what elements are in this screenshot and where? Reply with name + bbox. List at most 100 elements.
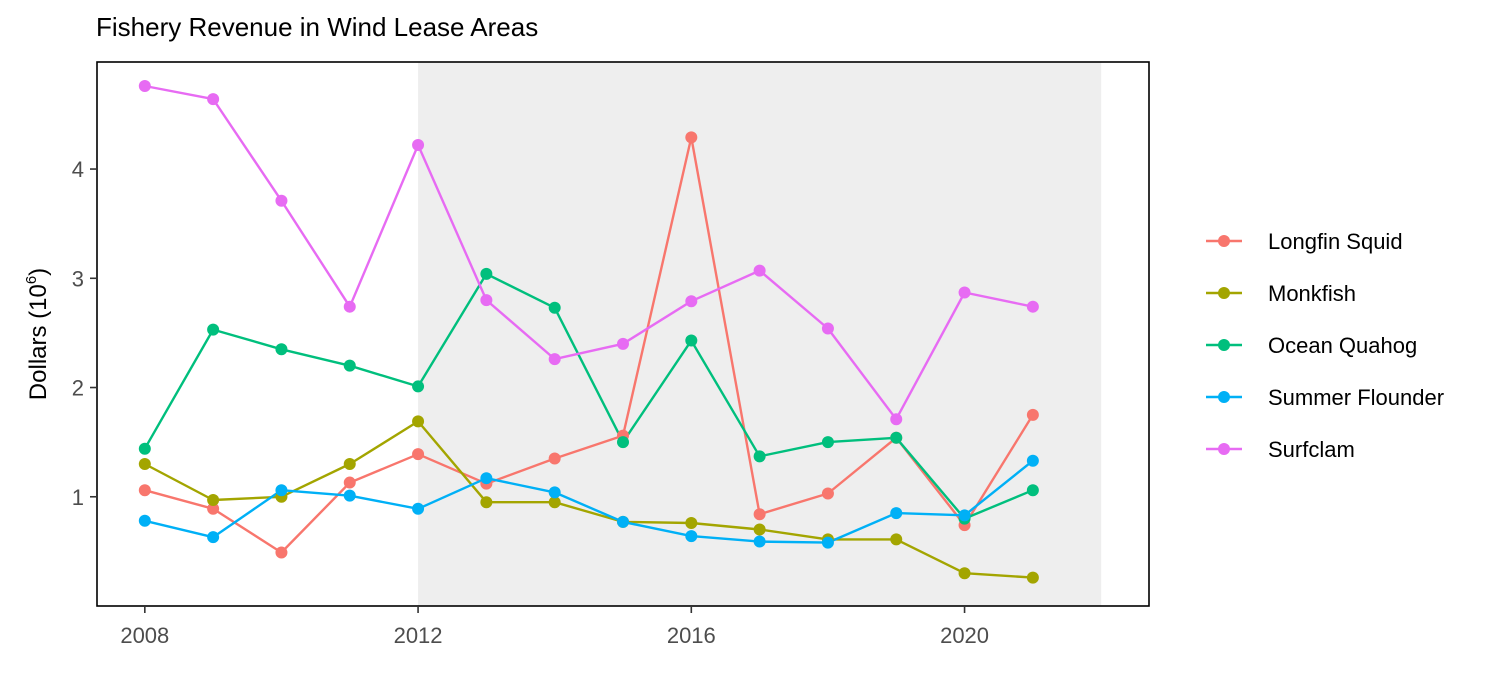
data-point-summer-flounder	[685, 530, 698, 543]
data-point-longfin-squid	[753, 508, 766, 521]
y-axis-title-close: )	[25, 268, 52, 276]
series-line-summer-flounder	[144, 459, 1034, 544]
data-point-ocean-quahog	[753, 450, 766, 463]
data-point-summer-flounder	[958, 509, 971, 522]
data-point-surfclam	[207, 93, 220, 106]
y-axis-title-superscript: 6	[23, 276, 40, 284]
data-point-summer-flounder	[480, 472, 493, 485]
data-point-ocean-quahog	[138, 442, 151, 455]
data-point-summer-flounder	[207, 531, 220, 544]
legend: Longfin Squid Monkfish Ocean Quahog Summer …	[1206, 229, 1444, 462]
data-point-monkfish	[753, 523, 766, 536]
data-point-surfclam	[480, 294, 493, 307]
data-point-surfclam	[821, 322, 834, 335]
data-point-ocean-quahog	[685, 334, 698, 347]
data-point-ocean-quahog	[548, 301, 561, 314]
y-tick-label: 2	[72, 376, 84, 401]
legend-key-point	[1218, 235, 1230, 247]
data-point-longfin-squid	[1026, 408, 1039, 421]
data-point-surfclam	[1026, 300, 1039, 313]
data-point-ocean-quahog	[1026, 484, 1039, 497]
x-tick-label: 2016	[667, 623, 716, 648]
data-point-summer-flounder	[275, 484, 288, 497]
data-point-summer-flounder	[1026, 454, 1039, 467]
series-points	[138, 80, 1039, 584]
data-point-longfin-squid	[138, 484, 151, 497]
legend-item-summer-flounder: Summer Flounder	[1206, 385, 1444, 410]
legend-label: Longfin Squid	[1268, 229, 1403, 254]
data-point-monkfish	[548, 496, 561, 509]
x-tick-label: 2008	[120, 623, 169, 648]
data-point-longfin-squid	[275, 546, 288, 559]
data-point-monkfish	[1026, 571, 1039, 584]
data-point-summer-flounder	[412, 502, 425, 515]
data-point-summer-flounder	[890, 507, 903, 520]
data-point-monkfish	[207, 494, 220, 507]
legend-label: Ocean Quahog	[1268, 333, 1417, 358]
data-point-monkfish	[958, 567, 971, 580]
y-tick-label: 3	[72, 266, 84, 291]
x-tick-label: 2020	[940, 623, 989, 648]
legend-key-point	[1218, 287, 1230, 299]
data-point-surfclam	[958, 286, 971, 299]
legend-item-longfin-squid: Longfin Squid	[1206, 229, 1403, 254]
data-point-surfclam	[753, 264, 766, 277]
data-point-longfin-squid	[548, 452, 561, 465]
plot-panel-border	[96, 61, 1150, 607]
data-point-summer-flounder	[343, 489, 356, 502]
data-point-ocean-quahog	[343, 359, 356, 372]
data-point-longfin-squid	[821, 487, 834, 500]
legend-item-surfclam: Surfclam	[1206, 437, 1355, 462]
data-point-longfin-squid	[343, 476, 356, 489]
chart-title: Fishery Revenue in Wind Lease Areas	[96, 12, 538, 42]
data-point-summer-flounder	[548, 486, 561, 499]
data-point-ocean-quahog	[207, 323, 220, 336]
data-point-ocean-quahog	[412, 380, 425, 393]
y-tick-label: 4	[72, 157, 84, 182]
data-point-surfclam	[138, 80, 151, 93]
data-point-ocean-quahog	[617, 436, 629, 449]
legend-key-point	[1218, 443, 1230, 455]
data-point-monkfish	[480, 496, 493, 509]
data-point-surfclam	[617, 337, 629, 350]
series-line-ocean-quahog	[143, 272, 1034, 520]
legend-key-point	[1218, 339, 1230, 351]
data-point-summer-flounder	[138, 514, 151, 527]
x-axis: 2008 2012 2016 2020	[120, 606, 989, 648]
data-point-monkfish	[343, 457, 356, 470]
y-axis-title-text: Dollars (10	[25, 284, 52, 400]
data-point-monkfish	[890, 533, 903, 546]
data-point-longfin-squid	[207, 502, 220, 515]
series-lines	[143, 84, 1034, 579]
legend-label: Summer Flounder	[1268, 385, 1444, 410]
plot-area	[96, 61, 1150, 607]
data-point-ocean-quahog	[480, 267, 493, 280]
data-point-surfclam	[275, 194, 288, 207]
y-axis-title: Dollars (106)	[23, 268, 52, 400]
data-point-longfin-squid	[685, 131, 698, 144]
data-point-ocean-quahog	[821, 436, 834, 449]
data-point-summer-flounder	[753, 535, 766, 548]
data-point-monkfish	[685, 516, 698, 529]
data-point-surfclam	[890, 413, 903, 426]
legend-label: Monkfish	[1268, 281, 1356, 306]
data-point-surfclam	[343, 300, 356, 313]
legend-item-monkfish: Monkfish	[1206, 281, 1356, 306]
data-point-surfclam	[412, 139, 425, 152]
data-point-ocean-quahog	[890, 431, 903, 444]
series-line-longfin-squid	[144, 136, 1034, 554]
data-point-summer-flounder	[821, 536, 834, 549]
series-line-surfclam	[144, 84, 1034, 421]
data-point-surfclam	[548, 353, 561, 366]
data-point-monkfish	[412, 415, 425, 428]
data-point-ocean-quahog	[275, 343, 288, 356]
legend-item-ocean-quahog: Ocean Quahog	[1206, 333, 1417, 358]
y-tick-label: 1	[72, 485, 84, 510]
legend-label: Surfclam	[1268, 437, 1355, 462]
data-point-surfclam	[685, 295, 698, 308]
y-axis: 1 2 3 4	[72, 157, 97, 510]
data-point-summer-flounder	[617, 515, 629, 528]
data-point-longfin-squid	[412, 448, 425, 461]
x-tick-label: 2012	[394, 623, 443, 648]
